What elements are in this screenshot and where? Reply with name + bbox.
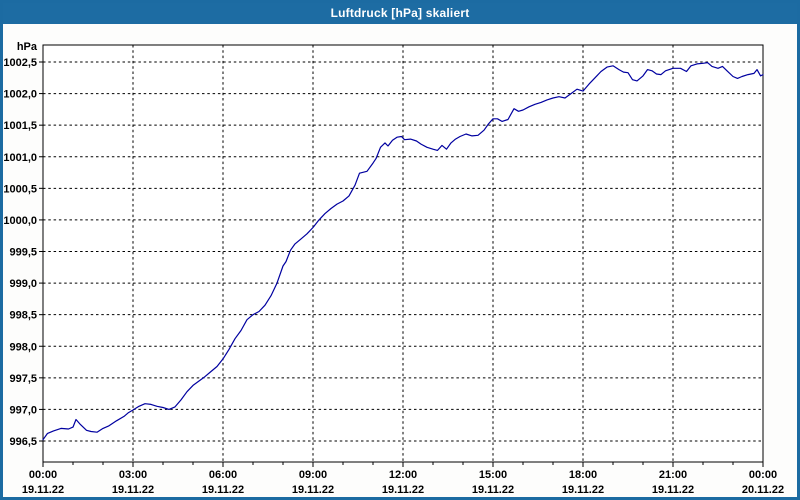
x-tick-date-label: 19.11.22 bbox=[292, 484, 334, 496]
x-tick-time-label: 09:00 bbox=[299, 469, 327, 481]
x-tick-date-label: 19.11.22 bbox=[382, 484, 424, 496]
x-tick-time-label: 12:00 bbox=[389, 469, 417, 481]
y-tick-label: 1002,0 bbox=[3, 89, 37, 101]
y-tick-label: 1001,5 bbox=[3, 120, 37, 132]
x-tick-date-label: 19.11.22 bbox=[652, 484, 694, 496]
x-tick-date-label: 20.11.22 bbox=[742, 484, 784, 496]
y-tick-label: 1000,0 bbox=[3, 215, 37, 227]
y-tick-label: 998,5 bbox=[9, 310, 37, 322]
x-tick-date-label: 19.11.22 bbox=[562, 484, 604, 496]
x-tick-date-label: 19.11.22 bbox=[22, 484, 64, 496]
x-tick-time-label: 03:00 bbox=[119, 469, 147, 481]
x-tick-time-label: 15:00 bbox=[479, 469, 507, 481]
x-tick-date-label: 19.11.22 bbox=[112, 484, 154, 496]
y-tick-label: 999,0 bbox=[9, 278, 37, 290]
x-tick-time-label: 06:00 bbox=[209, 469, 237, 481]
window-title-bar: Luftdruck [hPa] skaliert bbox=[3, 3, 797, 24]
y-tick-label: 996,5 bbox=[9, 436, 37, 448]
y-tick-label: 1001,0 bbox=[3, 152, 37, 164]
pressure-series-line bbox=[42, 61, 764, 441]
y-axis-unit-label: hPa bbox=[17, 41, 38, 53]
x-tick-date-label: 19.11.22 bbox=[472, 484, 514, 496]
x-tick-time-label: 18:00 bbox=[569, 469, 597, 481]
window-title: Luftdruck [hPa] skaliert bbox=[330, 6, 470, 20]
plot-border bbox=[42, 44, 764, 463]
y-tick-label: 999,5 bbox=[9, 247, 37, 259]
y-tick-label: 1000,5 bbox=[3, 183, 37, 195]
y-tick-label: 998,0 bbox=[9, 341, 37, 353]
y-tick-label: 997,0 bbox=[9, 404, 37, 416]
x-tick-date-label: 19.11.22 bbox=[202, 484, 244, 496]
x-tick-time-label: 00:00 bbox=[29, 469, 57, 481]
pressure-line-chart: 1002,5 1002,0 1001,5 1001,0 1000,5 1000,0 999,… bbox=[3, 41, 784, 496]
y-tick-label: 1002,5 bbox=[3, 57, 37, 69]
x-tick-time-label: 00:00 bbox=[749, 469, 777, 481]
y-tick-label: 997,5 bbox=[9, 373, 37, 385]
x-tick-time-label: 21:00 bbox=[659, 469, 687, 481]
